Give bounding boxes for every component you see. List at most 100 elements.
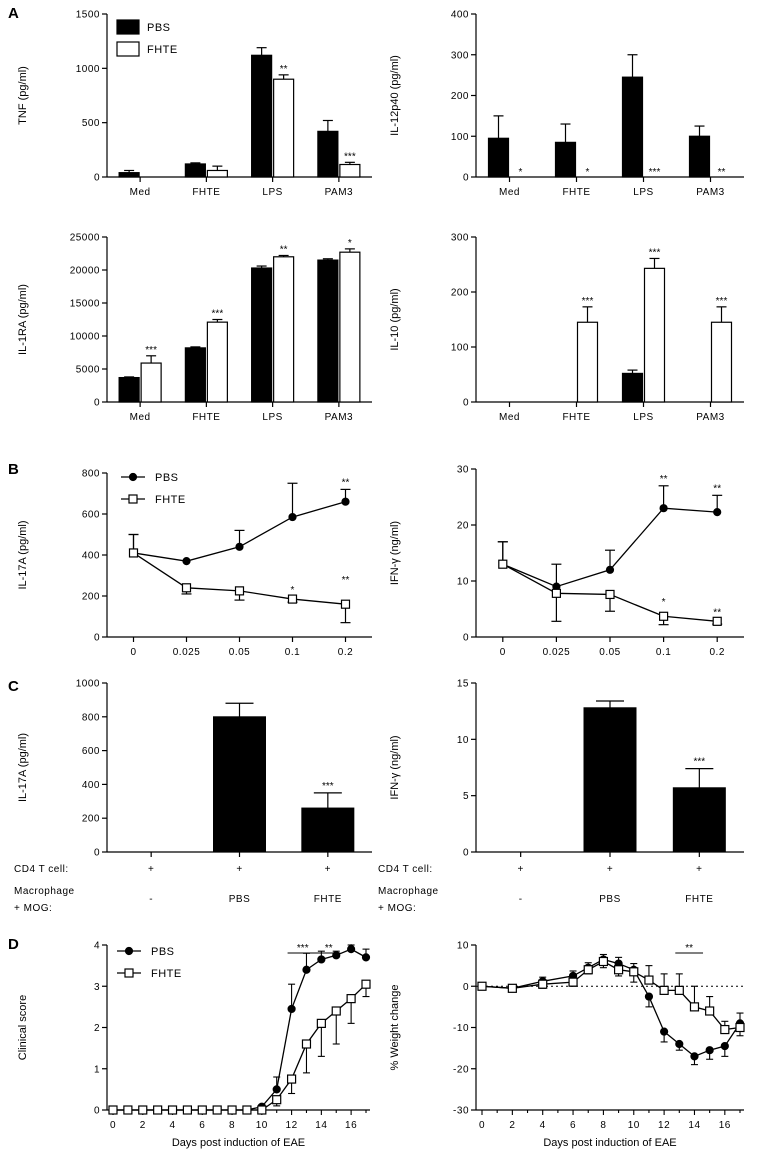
bar-pbs — [213, 716, 266, 853]
point-pbs — [361, 953, 371, 962]
point-pbs — [675, 1039, 684, 1049]
significance-stars: ** — [342, 477, 350, 488]
significance-stars: *** — [297, 943, 309, 954]
condition-macrophage: FHTE — [685, 894, 713, 905]
y-tick-label: 600 — [82, 510, 100, 521]
point-fhte — [689, 1002, 700, 1012]
x-tick-label: 16 — [719, 1120, 731, 1131]
bar-pbs-med — [118, 376, 140, 403]
y-tick-label: 1000 — [76, 64, 100, 75]
point-pbs — [317, 955, 326, 964]
y-tick-label: 200 — [82, 814, 100, 825]
point-fhte — [257, 1105, 267, 1115]
significance-stars: ** — [325, 943, 333, 954]
y-tick-label: -10 — [453, 1023, 469, 1034]
x-tick-label: 0.025 — [173, 647, 201, 658]
point-fhte — [182, 1105, 193, 1115]
point-fhte — [674, 985, 684, 995]
y-tick-label: 5000 — [76, 365, 100, 376]
point-fhte — [340, 599, 351, 609]
series-line-pbs — [502, 507, 718, 588]
significance-stars: * — [586, 167, 590, 178]
bar-fhte-pam3 — [710, 321, 733, 403]
y-tick-label: 200 — [451, 91, 469, 102]
panel-label-d: D — [8, 936, 19, 953]
legend-label-pbs: PBS — [147, 22, 171, 34]
y-tick-label: 400 — [82, 780, 100, 791]
significance-stars: ** — [713, 608, 721, 619]
x-tick-label: 0.2 — [338, 647, 353, 658]
y-tick-label: 500 — [82, 118, 100, 129]
point-pbs — [713, 508, 722, 517]
y-tick-label: 10 — [457, 735, 469, 746]
y-tick-label: 200 — [82, 592, 100, 603]
bar-fhte-fhte — [206, 321, 228, 403]
y-tick-label: 0 — [94, 633, 100, 644]
legend-label-fhte: FHTE — [155, 494, 186, 506]
y-tick-label: 300 — [451, 50, 469, 61]
point-fhte — [507, 983, 517, 993]
y-tick-label: -30 — [453, 1106, 469, 1117]
y-tick-label: 400 — [451, 10, 469, 21]
x-tick-label: Med — [499, 412, 520, 423]
y-tick-label: 0 — [463, 398, 469, 409]
y-tick-label: 0 — [463, 633, 469, 644]
point-fhte — [286, 1074, 297, 1084]
condition-macrophage: - — [149, 894, 153, 905]
x-tick-label: LPS — [633, 412, 653, 423]
y-tick-label: 200 — [451, 288, 469, 299]
row-label-mog: + MOG: — [378, 903, 416, 914]
significance-stars: ** — [718, 167, 726, 178]
y-axis-title: IL-17A (pg/ml) — [17, 520, 29, 589]
point-fhte — [123, 1105, 133, 1115]
y-tick-label: 0 — [463, 848, 469, 859]
y-tick-label: 10 — [457, 577, 469, 588]
bar-pbs-lps — [251, 267, 273, 403]
row-label-mog: + MOG: — [14, 903, 52, 914]
condition-cd4: + — [696, 864, 702, 875]
y-axis-title: % Weight change — [389, 984, 401, 1070]
x-tick-label: 0.1 — [285, 647, 300, 658]
legend-label-fhte: FHTE — [151, 968, 182, 980]
y-tick-label: 400 — [82, 551, 100, 562]
y-tick-label: 1500 — [76, 10, 100, 21]
significance-stars: *** — [322, 781, 334, 792]
y-tick-label: 800 — [82, 712, 100, 723]
bar-fhte-fhte — [206, 169, 228, 178]
condition-cd4: + — [325, 864, 331, 875]
significance-stars: *** — [649, 167, 661, 178]
bar-pbs-lps — [251, 54, 273, 178]
x-tick-label: FHTE — [562, 187, 590, 198]
x-tick-label: 2 — [140, 1120, 146, 1131]
x-tick-label: 10 — [628, 1120, 640, 1131]
bar-pbs-pam3 — [688, 135, 711, 178]
x-tick-label: 0 — [110, 1120, 116, 1131]
y-tick-label: 600 — [82, 746, 100, 757]
point-fhte — [227, 1105, 237, 1115]
point-fhte — [272, 1095, 282, 1105]
point-fhte — [498, 559, 508, 569]
significance-stars: ** — [660, 474, 668, 485]
significance-stars: *** — [145, 345, 157, 356]
point-fhte — [197, 1105, 207, 1115]
point-fhte — [128, 548, 139, 558]
y-tick-label: 100 — [451, 132, 469, 143]
condition-macrophage: FHTE — [314, 894, 342, 905]
y-tick-label: 20 — [457, 521, 469, 532]
x-tick-label: 0.1 — [656, 647, 671, 658]
legend-swatch-fhte — [116, 41, 140, 57]
point-fhte — [705, 1006, 715, 1016]
point-fhte — [346, 994, 356, 1004]
y-tick-label: 0 — [94, 1106, 100, 1117]
panel-label-b: B — [8, 461, 19, 478]
chart-il1ra: 0 5000 10000 15000 20000 25000 IL-1RA (pg/ml) M… — [17, 233, 372, 423]
condition-macrophage: PBS — [229, 894, 251, 905]
y-tick-label: 20000 — [70, 266, 100, 277]
x-tick-label: FHTE — [192, 187, 220, 198]
condition-cd4: + — [607, 864, 613, 875]
x-tick-label: FHTE — [192, 412, 220, 423]
point-pbs — [347, 945, 356, 954]
y-tick-label: 800 — [82, 469, 100, 480]
